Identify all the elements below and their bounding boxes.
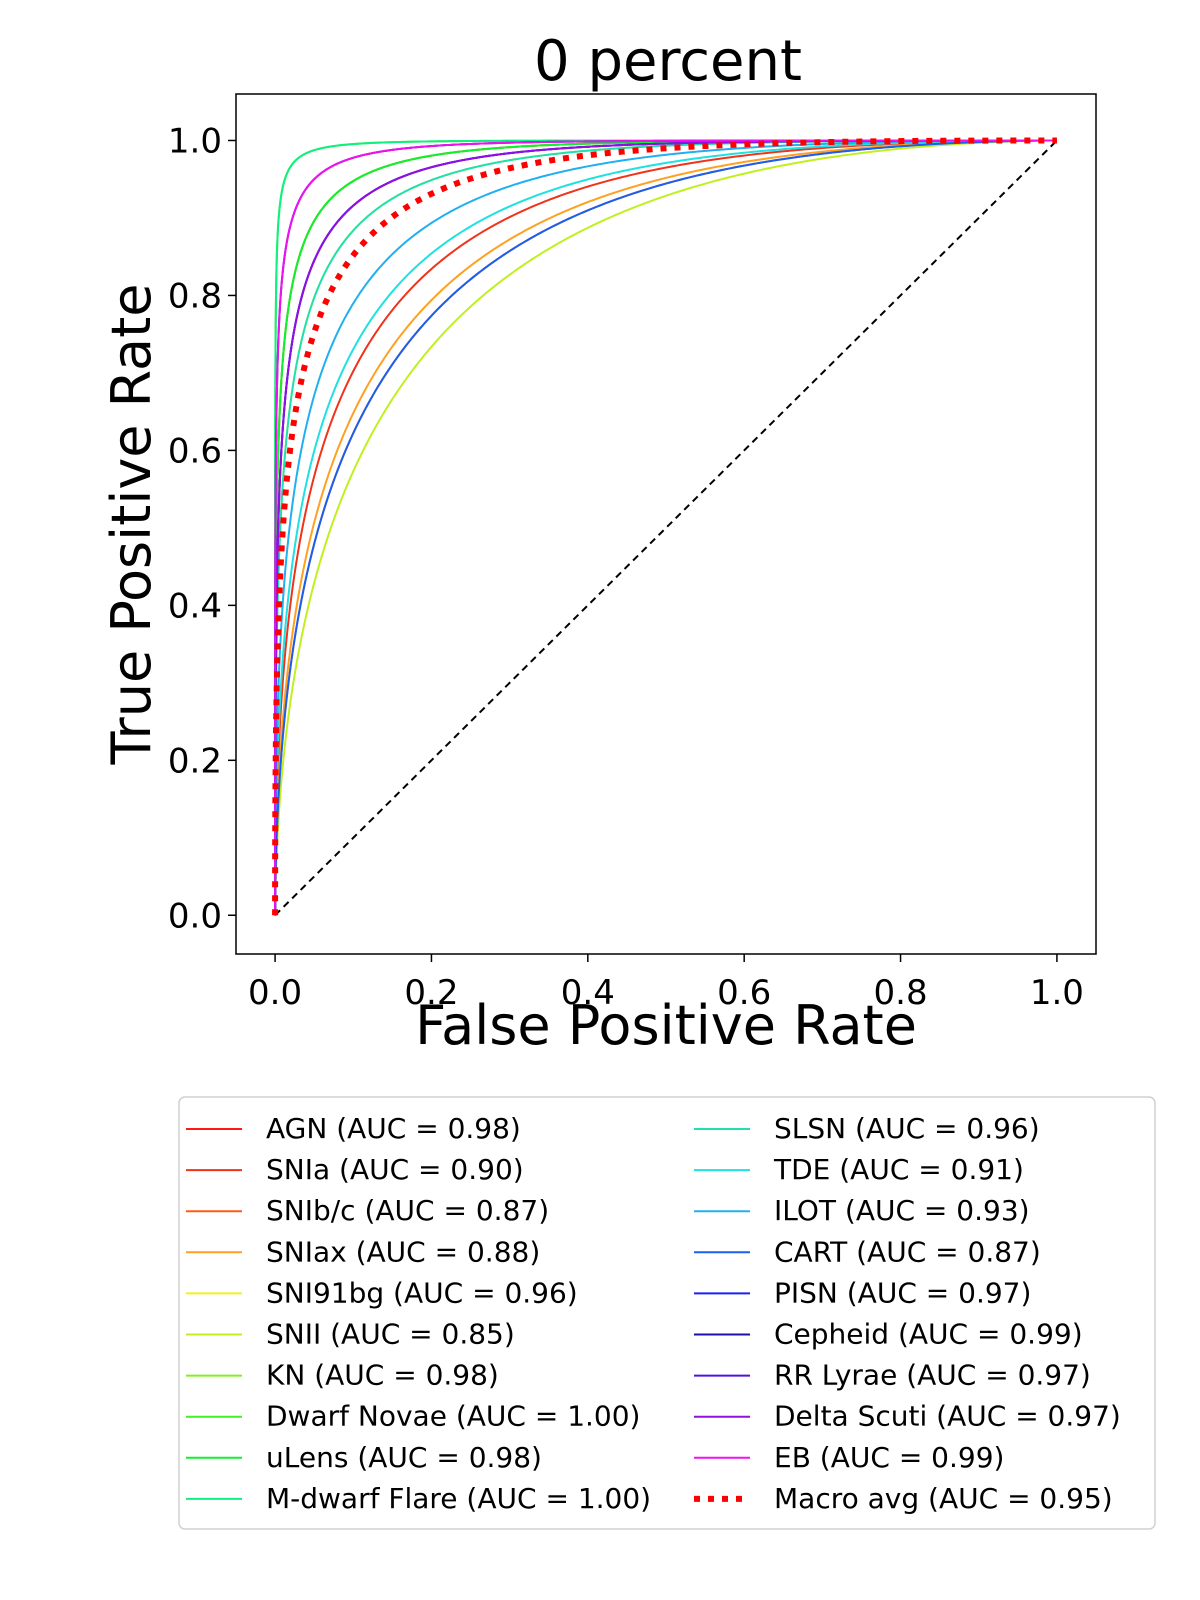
legend: AGN (AUC = 0.98) SNIa (AUC = 0.90) SNIb/c … [186, 1112, 1121, 1515]
legend-entry: KN (AUC = 0.98) [266, 1359, 499, 1392]
roc-curve-18 [274, 139, 1057, 916]
y-tick-label: 0.6 [168, 431, 222, 471]
plot-area [236, 94, 1096, 954]
y-tick-label: 0.4 [168, 586, 222, 626]
y-tick-label: 0.0 [168, 896, 222, 936]
curves [272, 137, 1058, 916]
legend-entry: SNIax (AUC = 0.88) [266, 1235, 540, 1268]
legend-entry: SNI91bg (AUC = 0.96) [266, 1276, 578, 1309]
chart-title: 0 percent [534, 29, 802, 94]
x-axis-label: False Positive Rate [415, 994, 917, 1057]
x-tick-label: 1.0 [1030, 973, 1084, 1013]
legend-entry: Cepheid (AUC = 0.99) [774, 1318, 1083, 1351]
legend-box [178, 1096, 1156, 1530]
legend-entry: SNIa (AUC = 0.90) [266, 1153, 524, 1186]
legend-entry: CART (AUC = 0.87) [774, 1235, 1041, 1268]
roc-curve-11 [274, 139, 1057, 916]
legend-entry: EB (AUC = 0.99) [774, 1441, 1004, 1474]
y-axis-ticks: 0.0 0.2 0.4 0.6 0.8 1.0 [168, 121, 236, 936]
legend-entry: PISN (AUC = 0.97) [774, 1276, 1031, 1309]
x-axis-ticks: 0.0 0.2 0.4 0.6 0.8 1.0 [248, 954, 1084, 1013]
roc-curve-3 [274, 139, 1057, 916]
legend-entry: ILOT (AUC = 0.93) [774, 1194, 1030, 1227]
legend-entry: Macro avg (AUC = 0.95) [774, 1482, 1113, 1515]
y-axis-label: True Positive Rate [100, 283, 163, 765]
legend-entry: SNIb/c (AUC = 0.87) [266, 1194, 549, 1227]
legend-entry: M-dwarf Flare (AUC = 1.00) [266, 1482, 651, 1515]
x-tick-label: 0.0 [248, 973, 302, 1013]
x-tick-label: 0.2 [404, 973, 458, 1013]
legend-entry: SNII (AUC = 0.85) [266, 1318, 515, 1351]
x-tick-label: 0.8 [874, 973, 928, 1013]
legend-entry: AGN (AUC = 0.98) [266, 1112, 521, 1145]
roc-curve-19 [272, 137, 1057, 916]
roc-curve-5 [274, 139, 1057, 916]
roc-curve-13 [274, 139, 1057, 916]
legend-entry: SLSN (AUC = 0.96) [774, 1112, 1040, 1145]
legend-entry: RR Lyrae (AUC = 0.97) [774, 1359, 1091, 1392]
y-tick-label: 0.8 [168, 276, 222, 316]
legend-entry: TDE (AUC = 0.91) [773, 1153, 1024, 1186]
legend-entry: Delta Scuti (AUC = 0.97) [774, 1400, 1121, 1433]
chance-line [274, 139, 1058, 916]
legend-entry: Dwarf Novae (AUC = 1.00) [266, 1400, 640, 1433]
x-tick-label: 0.4 [561, 973, 615, 1013]
roc-curve-1 [274, 139, 1057, 916]
x-tick-label: 0.6 [717, 973, 771, 1013]
y-tick-label: 0.2 [168, 741, 222, 781]
y-tick-label: 1.0 [168, 121, 222, 161]
legend-entry: uLens (AUC = 0.98) [266, 1441, 542, 1474]
plot-frame [235, 93, 1097, 955]
roc-curve-12 [274, 139, 1057, 916]
